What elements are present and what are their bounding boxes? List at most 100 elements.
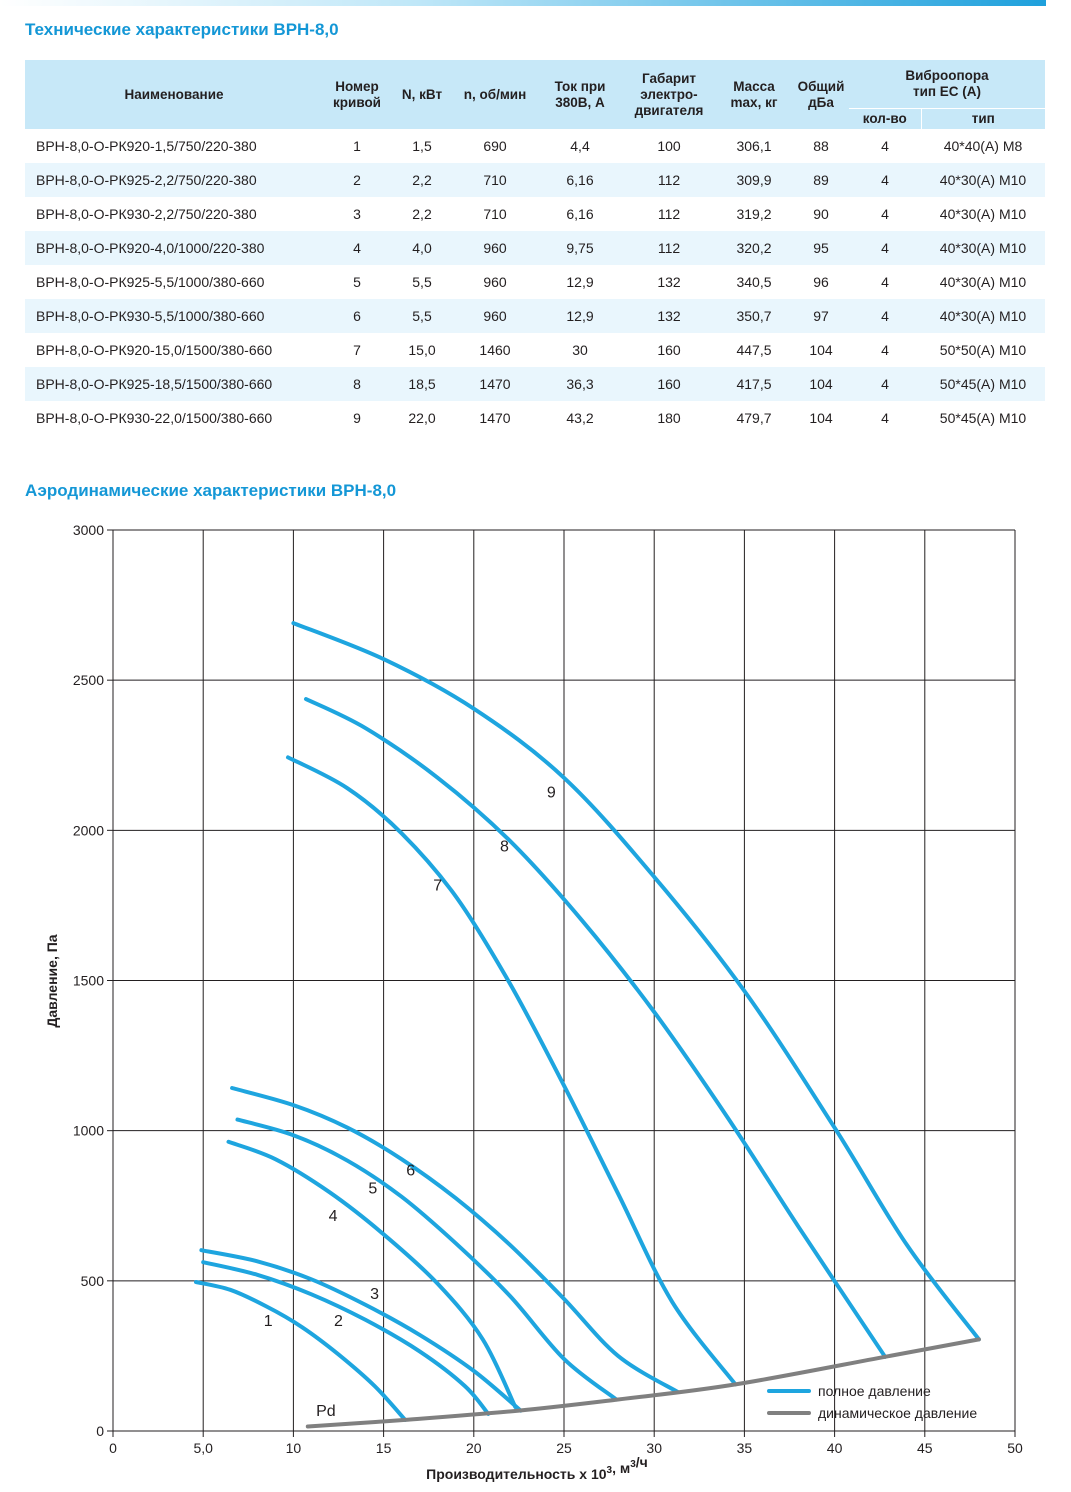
table-cell: 319,2	[736, 206, 772, 222]
x-tick-label: 15	[376, 1440, 392, 1456]
table-cell: 104	[809, 342, 833, 358]
curve-label-3: 3	[370, 1286, 379, 1303]
table-cell-name: ВРН-8,0-О-РК925-18,5/1500/380-660	[25, 367, 323, 401]
x-tick-label: 5,0	[193, 1440, 213, 1456]
table-cell-name: ВРН-8,0-О-РК920-4,0/1000/220-380	[25, 231, 323, 265]
x-tick-label: 25	[556, 1440, 572, 1456]
header-vibro-type: тип	[920, 108, 1045, 129]
y-tick-label: 0	[96, 1423, 104, 1439]
table-cell: 9,75	[537, 231, 623, 265]
table-cell: 15,0	[408, 342, 436, 358]
x-tick-label: 30	[646, 1440, 662, 1456]
table-cell: 960	[453, 231, 537, 265]
x-tick-label: 40	[827, 1440, 843, 1456]
pressure-curve-2	[201, 1260, 491, 1416]
table-row: ВРН-8,0-О-РК930-5,5/1000/380-660 6 5,5 960 1…	[25, 299, 1045, 333]
table-cell: 4	[849, 299, 921, 333]
aero-chart-svg: 0 5,0 10 15 20 25 30 35 40 45 50050010001500200025…	[44, 522, 1023, 1482]
legend-label-dynamic: динамическое давление	[818, 1405, 977, 1421]
table-cell: 4	[849, 231, 921, 265]
x-tick-label: 0	[109, 1440, 117, 1456]
table-cell: 160	[623, 367, 715, 401]
chart-legend: полное давление динамическое давление	[767, 1383, 977, 1421]
table-cell: 40*30(А) М10	[921, 231, 1045, 265]
table-row: ВРН-8,0-О-РК920-4,0/1000/220-380 4 4,0 960 9…	[25, 231, 1045, 265]
table-row: ВРН-8,0-О-РК920-15,0/1500/380-660 7 15,0 14…	[25, 333, 1045, 367]
table-cell: 40*30(А) М10	[921, 299, 1045, 333]
table-row: ВРН-8,0-О-РК920-1,5/750/220-380 1 1,5 690 4,…	[25, 129, 1045, 163]
curve-label-8: 8	[500, 838, 509, 855]
specs-table: Наименование Номер кривой N, кВт n, об/ми…	[25, 60, 1045, 435]
chart-curves	[194, 621, 981, 1429]
table-cell-name: ВРН-8,0-О-РК920-15,0/1500/380-660	[36, 342, 273, 358]
table-cell: 960	[453, 299, 537, 333]
table-cell: 710	[483, 206, 507, 222]
curve-label-4: 4	[329, 1208, 338, 1225]
table-cell: 3	[353, 206, 361, 222]
table-cell: 4	[881, 410, 889, 426]
table-cell: 22,0	[408, 410, 436, 426]
table-cell: 112	[623, 163, 715, 197]
pressure-curve-9	[291, 621, 981, 1342]
table-cell: 12,9	[566, 274, 594, 290]
table-cell: 1470	[479, 410, 511, 426]
table-cell: 18,5	[391, 367, 453, 401]
x-tick-label: 50	[1007, 1440, 1023, 1456]
table-cell: 104	[809, 410, 833, 426]
table-cell: 12,9	[537, 299, 623, 333]
aero-title: Аэродинамические характеристики ВРН-8,0	[25, 481, 397, 500]
table-cell: 417,5	[715, 367, 793, 401]
table-cell: 40*30(А) М10	[939, 206, 1027, 222]
table-header-row: Наименование Номер кривой N, кВт n, об/ми…	[25, 60, 1045, 129]
table-row: ВРН-8,0-О-РК930-2,2/750/220-380 3 2,2 710 6,…	[25, 197, 1045, 231]
table-cell: 40*30(А) М10	[921, 163, 1045, 197]
table-cell-name: ВРН-8,0-О-РК930-22,0/1500/380-660	[36, 410, 273, 426]
header-mass: Масса max, кг	[715, 60, 793, 129]
header-noise: Общий дБа	[793, 60, 849, 129]
table-cell: 95	[793, 231, 849, 265]
dynamic-pressure-curve	[305, 1337, 981, 1429]
table-cell: 4	[849, 163, 921, 197]
y-tick-label: 2000	[73, 822, 104, 838]
chart-grid	[107, 529, 1016, 1437]
pressure-curve-6	[230, 1086, 680, 1394]
table-cell: 9	[353, 410, 361, 426]
specs-table-body: ВРН-8,0-О-РК920-1,5/750/220-380 1 1,5 690 4,…	[25, 129, 1045, 435]
table-cell: 1460	[479, 342, 511, 358]
table-cell: 306,1	[736, 138, 772, 154]
table-cell: 4	[881, 342, 889, 358]
table-cell: 104	[793, 367, 849, 401]
chart-curve-labels: 1 2 3 4 5 6 7 8 9 Pd	[264, 784, 556, 1420]
y-tick-label: 1500	[73, 973, 104, 989]
table-cell: 4	[881, 274, 889, 290]
table-cell: 1,5	[412, 138, 432, 154]
table-cell: 320,2	[715, 231, 793, 265]
table-cell: 50*45(А) М10	[939, 410, 1027, 426]
table-cell: 90	[813, 206, 829, 222]
table-cell: 710	[453, 163, 537, 197]
table-cell: 4	[323, 231, 391, 265]
specs-title: Технические характеристики ВРН-8,0	[25, 20, 339, 39]
table-cell: 2,2	[412, 206, 432, 222]
header-motor-size: Габарит электро-двигателя	[623, 60, 715, 129]
x-tick-label: 20	[466, 1440, 482, 1456]
table-cell: 447,5	[736, 342, 772, 358]
table-cell: 960	[483, 274, 507, 290]
table-cell-name: ВРН-8,0-О-РК925-5,5/1000/380-660	[36, 274, 265, 290]
table-cell: 4	[849, 367, 921, 401]
table-cell-name: ВРН-8,0-О-РК930-5,5/1000/380-660	[25, 299, 323, 333]
table-cell: 6	[323, 299, 391, 333]
table-cell-name: ВРН-8,0-О-РК930-2,2/750/220-380	[36, 206, 257, 222]
curve-label-6: 6	[406, 1163, 415, 1180]
x-axis-title: Производительность х 103, м3/ч	[426, 1454, 648, 1482]
curve-label-1: 1	[264, 1313, 273, 1330]
table-cell: 6,16	[537, 163, 623, 197]
header-curve: Номер кривой	[323, 60, 391, 129]
table-cell: 4	[881, 206, 889, 222]
pressure-curve-1	[194, 1280, 408, 1422]
chart-ticks: 0 5,0 10 15 20 25 30 35 40 45 50050010001500200025…	[73, 522, 1023, 1456]
table-cell: 5,5	[412, 274, 432, 290]
table-cell: 112	[657, 206, 681, 222]
table-cell: 30	[572, 342, 588, 358]
table-cell: 479,7	[736, 410, 772, 426]
